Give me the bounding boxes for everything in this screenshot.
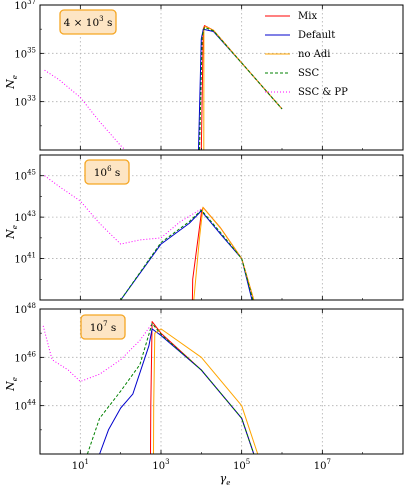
y-tick-label: 1045 <box>14 169 36 183</box>
panel-label-unit: s <box>104 17 113 29</box>
grid-lines <box>40 155 403 300</box>
legend-label-default: Default <box>298 30 335 41</box>
panel-4e3s: 1033 1035 1037 4 × 103 s Ne Mix Default no… <box>4 0 404 151</box>
series-no-adi <box>153 328 259 454</box>
series-default <box>198 28 283 150</box>
series-lines <box>42 321 259 454</box>
svg-text:4 × 103 s: 4 × 103 s <box>64 15 113 29</box>
y-tick-label: 1043 <box>14 210 36 224</box>
panel-label-mantissa: 4 × 10 <box>64 17 100 29</box>
y-tick-label: 1041 <box>14 252 36 266</box>
legend-label-ssc: SSC <box>298 68 320 79</box>
legend-label-ssc-pp: SSC & PP <box>298 87 348 98</box>
series-ssc <box>199 26 283 150</box>
axes-frame <box>39 154 404 301</box>
tick-marks: 1033 1035 1037 <box>14 0 404 151</box>
y-axis-label: Ne <box>4 225 19 240</box>
panel-label-mantissa: 10 <box>90 322 103 334</box>
panel-label-exponent: 3 <box>99 15 103 23</box>
legend-label-no-adi: no Adi <box>298 49 330 60</box>
series-lines <box>44 175 255 300</box>
y-tick-label: 1046 <box>14 350 36 364</box>
y-tick-label: 1035 <box>14 46 36 60</box>
panel-label-mantissa: 10 <box>94 167 107 179</box>
panel-1e6s: 1041 1043 1045 106 s Ne <box>4 154 404 301</box>
y-axis-label: Ne <box>4 377 19 392</box>
legend-label-mix: Mix <box>298 11 317 22</box>
series-mix <box>200 25 283 150</box>
x-tick-label: 107 <box>314 458 331 472</box>
series-ssc-pp <box>44 69 126 150</box>
x-tick-label: 105 <box>233 458 250 472</box>
panel-label-unit: s <box>108 322 117 334</box>
series-ssc-pp <box>44 175 202 245</box>
series-mix <box>150 321 255 454</box>
panel-1e7s: 1044 1046 1048 101 103 105 107 107 s Ne γe <box>4 302 404 487</box>
series-no-adi <box>193 206 255 300</box>
tick-marks: 1041 1043 1045 <box>14 154 404 301</box>
series-ssc <box>120 209 254 300</box>
panel-label-badge: 107 s <box>80 314 126 340</box>
x-axis-label: γe <box>220 472 231 487</box>
y-tick-label: 1044 <box>14 399 36 413</box>
y-axis-label: Ne <box>4 75 19 90</box>
y-tick-label: 1048 <box>14 302 36 316</box>
x-tick-label: 101 <box>72 458 89 472</box>
panel-label-exponent: 6 <box>107 165 112 173</box>
panel-label-unit: s <box>112 167 121 179</box>
panel-label-badge: 4 × 103 s <box>59 9 117 35</box>
series-lines <box>44 25 283 150</box>
panel-label-exponent: 7 <box>103 320 107 328</box>
series-no-adi <box>203 25 283 150</box>
panel-label-badge: 106 s <box>84 159 130 185</box>
series-ssc-pp <box>42 323 153 382</box>
svg-text:107 s: 107 s <box>90 320 117 334</box>
y-tick-label: 1037 <box>14 0 36 12</box>
x-tick-label: 103 <box>152 458 169 472</box>
svg-text:106 s: 106 s <box>94 165 121 179</box>
tick-marks: 1044 1046 1048 101 103 105 107 <box>14 302 404 472</box>
y-tick-label: 1033 <box>14 95 36 109</box>
legend: Mix Default no Adi SSC SSC & PP <box>265 11 348 98</box>
